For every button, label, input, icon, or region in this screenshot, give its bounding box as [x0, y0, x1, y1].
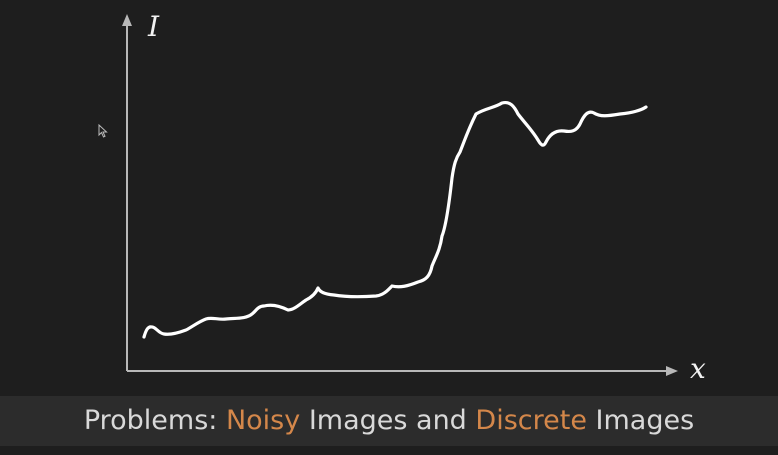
- x-axis-label: x: [690, 352, 706, 385]
- y-axis-label: I: [147, 10, 160, 43]
- caption-suffix: Images: [586, 405, 695, 436]
- caption-middle: Images and: [300, 405, 476, 436]
- caption-noisy: Noisy: [225, 405, 301, 436]
- slide-caption: Problems: Noisy Images and Discrete Imag…: [0, 396, 778, 446]
- intensity-curve: [142, 100, 648, 339]
- mouse-pointer-icon: [98, 124, 108, 138]
- caption-discrete: Discrete: [475, 405, 587, 436]
- caption-prefix: Problems:: [83, 405, 226, 436]
- y-axis-arrowhead: [122, 14, 132, 26]
- x-axis-arrowhead: [666, 366, 678, 376]
